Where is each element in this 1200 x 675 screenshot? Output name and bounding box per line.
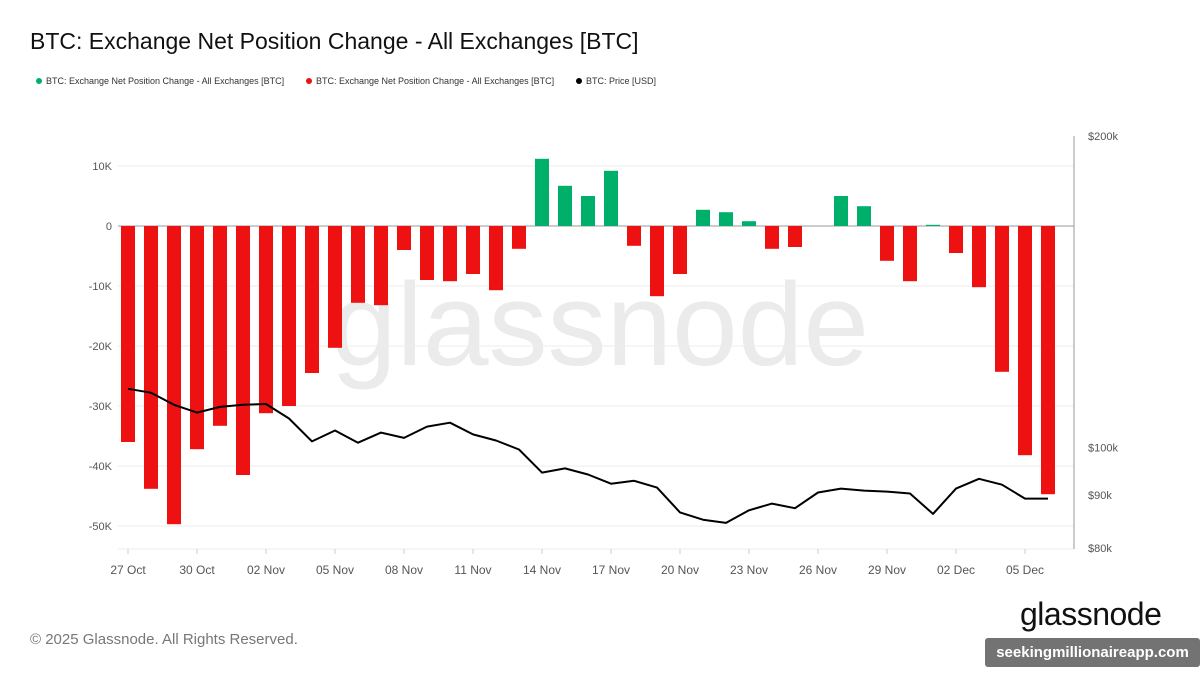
x-tick-label: 30 Oct: [179, 563, 215, 577]
legend-dot-black: [576, 78, 582, 84]
bar: [535, 158, 549, 226]
x-tick-label: 26 Nov: [799, 563, 837, 577]
bar: [259, 226, 273, 414]
bar: [1018, 226, 1032, 456]
legend-item-inflow[interactable]: BTC: Exchange Net Position Change - All …: [36, 76, 284, 86]
y-left-tick-label: -10K: [89, 281, 113, 293]
y-left-tick-label: 0: [106, 221, 112, 233]
bar: [512, 226, 526, 249]
bar: [1041, 226, 1055, 495]
y-right-tick-label: $200k: [1088, 131, 1118, 143]
bar: [673, 226, 687, 274]
bar: [167, 226, 181, 525]
bar: [742, 221, 756, 226]
bar: [558, 185, 572, 226]
glassnode-logo: glassnode: [1020, 596, 1162, 632]
bar: [903, 226, 917, 282]
bar: [190, 226, 204, 450]
bar: [719, 212, 733, 226]
legend-dot-green: [36, 78, 42, 84]
x-tick-label: 02 Nov: [247, 563, 285, 577]
bar: [949, 226, 963, 253]
y-left-tick-label: -50K: [89, 521, 113, 533]
bar: [213, 226, 227, 426]
bar: [420, 226, 434, 280]
bar: [236, 226, 250, 475]
legend-label: BTC: Exchange Net Position Change - All …: [46, 76, 285, 86]
bar: [857, 206, 871, 226]
bar: [880, 226, 894, 261]
x-tick-label: 29 Nov: [868, 563, 906, 577]
bar: [650, 226, 664, 297]
bar: [627, 226, 641, 246]
bar: [972, 226, 986, 288]
bar: [144, 226, 158, 489]
bar: [466, 226, 480, 274]
x-tick-label: 14 Nov: [523, 563, 561, 577]
price-line: [127, 387, 1048, 524]
bar: [834, 196, 848, 226]
x-tick-label: 17 Nov: [592, 563, 630, 577]
credit-banner: seekingmillionaireapp.com: [985, 638, 1200, 667]
bar: [489, 226, 503, 291]
legend-label: BTC: Price [USD]: [586, 76, 657, 86]
watermark: glassnode: [331, 259, 869, 391]
bar: [374, 226, 388, 306]
legend-dot-red: [306, 78, 312, 84]
bar: [604, 170, 618, 226]
bar: [926, 224, 940, 226]
bar: [305, 226, 319, 373]
copyright: © 2025 Glassnode. All Rights Reserved.: [30, 631, 298, 648]
x-tick-label: 11 Nov: [454, 563, 491, 577]
legend-item-outflow[interactable]: BTC: Exchange Net Position Change - All …: [306, 76, 554, 86]
x-tick-label: 05 Nov: [316, 563, 354, 577]
y-right-tick-label: $90k: [1088, 490, 1112, 502]
bar: [788, 226, 802, 247]
x-tick-label: 27 Oct: [110, 563, 146, 577]
bar: [351, 226, 365, 303]
bar: [696, 209, 710, 226]
y-left-tick-label: -20K: [89, 341, 113, 353]
x-tick-label: 23 Nov: [730, 563, 768, 577]
bar: [397, 226, 411, 250]
bar: [328, 226, 342, 348]
x-tick-label: 20 Nov: [661, 563, 699, 577]
bar: [765, 226, 779, 249]
legend-label: BTC: Exchange Net Position Change - All …: [316, 76, 555, 86]
legend-item-price[interactable]: BTC: Price [USD]: [576, 76, 656, 86]
chart-title: BTC: Exchange Net Position Change - All …: [30, 28, 639, 54]
bar: [995, 226, 1009, 372]
x-tick-label: 02 Dec: [937, 563, 975, 577]
x-tick-label: 05 Dec: [1006, 563, 1044, 577]
y-right-tick-label: $80k: [1088, 543, 1112, 555]
y-left-tick-label: 10K: [92, 161, 112, 173]
bar: [443, 226, 457, 282]
bar: [121, 226, 135, 442]
y-left-tick-label: -40K: [89, 461, 113, 473]
bar: [282, 226, 296, 406]
bar: [581, 196, 595, 226]
x-tick-label: 08 Nov: [385, 563, 423, 577]
y-left-tick-label: -30K: [89, 401, 113, 413]
y-right-tick-label: $100k: [1088, 443, 1118, 455]
